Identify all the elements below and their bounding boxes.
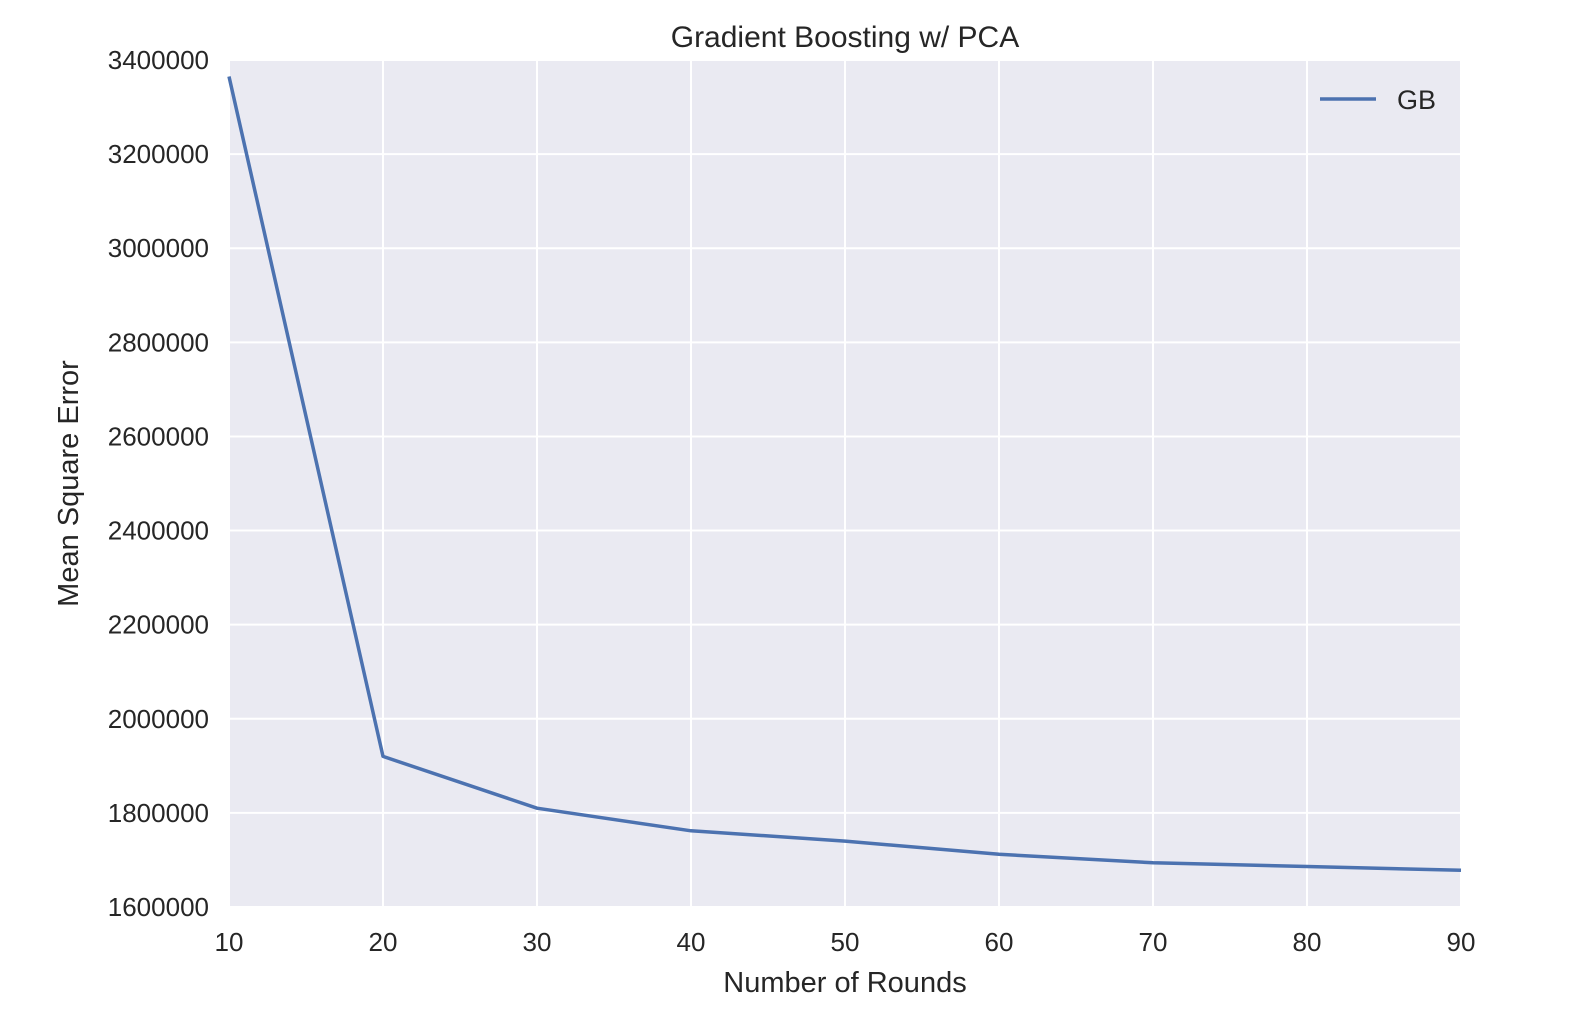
x-tick-label: 70 (1139, 927, 1168, 957)
y-tick-label: 2200000 (108, 610, 209, 640)
y-axis-label: Mean Square Error (53, 360, 85, 607)
x-tick-label: 80 (1293, 927, 1322, 957)
y-tick-label: 1600000 (108, 892, 209, 922)
series-line-gb (227, 76, 1462, 873)
y-tick-label: 3400000 (108, 45, 209, 75)
x-tick-label: 30 (523, 927, 552, 957)
y-tick-label: 2000000 (108, 704, 209, 734)
tick-labels: 10 20 30 40 50 60 70 80 90 1600000 1800000 2000000 2… (108, 45, 1476, 957)
x-tick-label: 50 (831, 927, 860, 957)
x-tick-label: 60 (985, 927, 1014, 957)
x-tick-label: 10 (215, 927, 244, 957)
y-tick-label: 1800000 (108, 798, 209, 828)
y-tick-label: 2400000 (108, 516, 209, 546)
gridlines (228, 59, 1462, 908)
y-tick-label: 3200000 (108, 139, 209, 169)
series-layer (227, 76, 1462, 873)
y-tick-label: 2600000 (108, 421, 209, 451)
legend: GB (1320, 85, 1436, 115)
x-tick-label: 40 (677, 927, 706, 957)
y-tick-label: 2800000 (108, 327, 209, 357)
x-tick-label: 20 (369, 927, 398, 957)
y-tick-label: 3000000 (108, 233, 209, 263)
x-axis-label: Number of Rounds (723, 967, 966, 999)
legend-label: GB (1397, 85, 1436, 115)
x-tick-label: 90 (1447, 927, 1476, 957)
chart-title: Gradient Boosting w/ PCA (671, 21, 1020, 54)
